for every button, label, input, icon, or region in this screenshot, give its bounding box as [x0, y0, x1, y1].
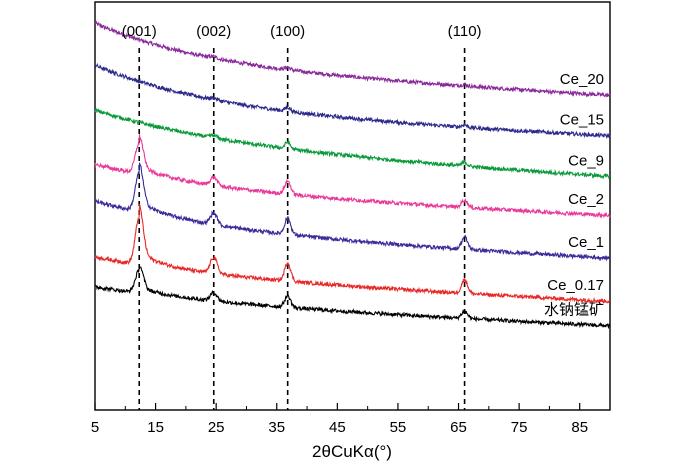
peak-label: (001)	[122, 23, 157, 40]
x-axis-ticks: 5 15 25 35 45 55 65 75 85	[91, 403, 588, 436]
x-axis-title: 2θCuKα(°)	[312, 442, 392, 461]
series-line	[94, 203, 611, 304]
series-lines	[94, 20, 611, 330]
series-line	[94, 62, 611, 140]
series-line	[94, 108, 611, 181]
x-tick-label: 85	[571, 419, 588, 436]
x-tick-label: 65	[450, 419, 467, 436]
x-tick-label: 75	[511, 419, 528, 436]
series-label: Ce_0.17	[547, 277, 604, 294]
series-line	[94, 134, 611, 219]
series-labels: Ce_20 Ce_15 Ce_9 Ce_2 Ce_1 Ce_0.17 水钠锰矿	[544, 71, 604, 319]
x-tick-label: 35	[268, 419, 285, 436]
series-line	[94, 266, 611, 330]
series-label: Ce_9	[568, 152, 604, 169]
peak-label: (002)	[196, 23, 231, 40]
series-label: Ce_20	[560, 71, 604, 88]
plot-frame	[94, 1, 611, 411]
x-tick-label: 55	[390, 419, 407, 436]
series-label: Ce_1	[568, 234, 604, 251]
x-tick-label: 15	[147, 419, 164, 436]
series-label: 水钠锰矿	[544, 301, 604, 318]
peak-label: (110)	[448, 23, 482, 40]
x-tick-label: 45	[329, 419, 346, 436]
peak-labels: (001) (002) (100) (110)	[122, 23, 482, 40]
x-tick-label: 5	[91, 419, 99, 436]
peak-label: (100)	[270, 23, 305, 40]
series-line	[94, 162, 611, 262]
reference-lines	[138, 48, 466, 410]
series-line	[94, 20, 611, 98]
series-label: Ce_15	[560, 112, 604, 129]
series-label: Ce_2	[568, 191, 604, 208]
x-tick-label: 25	[208, 419, 225, 436]
